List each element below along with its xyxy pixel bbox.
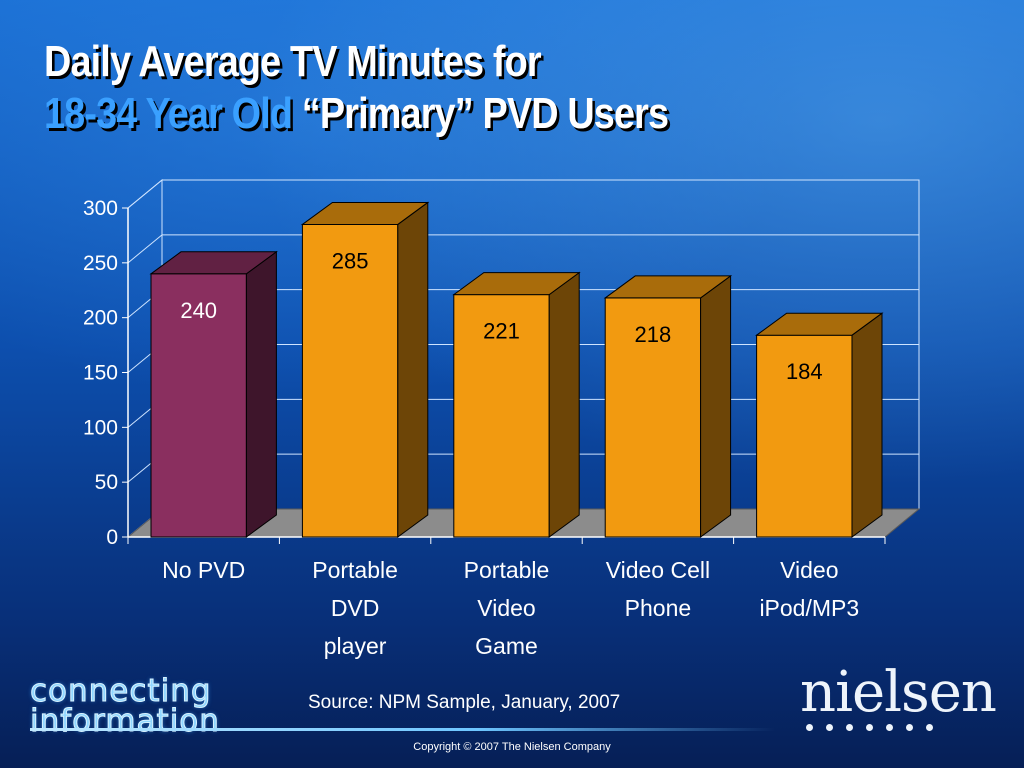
bar-side	[700, 274, 732, 538]
bar-value-label: 221	[483, 319, 520, 344]
y-tick-label: 150	[83, 362, 118, 385]
bar-top	[755, 312, 884, 336]
x-category-label: Portable	[464, 557, 550, 583]
bar	[453, 294, 550, 538]
y-tick-label: 50	[95, 471, 118, 494]
gridline-side	[127, 234, 163, 264]
chart-labels: 0 50 100 150 200 250 300 240 No PVD 285 Portable DV…	[83, 197, 859, 659]
gridline-side	[127, 179, 163, 209]
x-category-label: DVD	[331, 595, 380, 621]
bar-value-label: 240	[180, 298, 217, 323]
x-category-label: player	[324, 633, 387, 659]
nielsen-dots	[806, 724, 1000, 731]
bar-top	[452, 272, 581, 296]
y-tick-label: 300	[83, 197, 118, 220]
bar-value-label: 218	[635, 322, 672, 347]
bar-top	[149, 251, 278, 275]
x-category-label: Phone	[625, 595, 692, 621]
nielsen-logo: nielsen	[800, 664, 1000, 731]
bar	[756, 334, 853, 538]
chart-bars	[149, 201, 884, 538]
bar	[150, 273, 247, 538]
bar-value-label: 184	[786, 359, 823, 384]
footer-divider	[30, 728, 775, 731]
x-category-label: Video	[477, 595, 535, 621]
bar-side	[245, 250, 277, 538]
title-highlight: 18-34 Year Old	[44, 89, 293, 138]
bar-side	[851, 312, 883, 538]
title-line-2: “Primary” PVD Users	[292, 89, 669, 138]
bar-side	[548, 271, 580, 538]
x-category-label: Video Cell	[606, 557, 710, 583]
logo-line-1: connecting	[30, 673, 212, 709]
bar	[301, 223, 399, 538]
y-tick-label: 250	[83, 252, 118, 275]
bar-value-label: 285	[332, 248, 369, 273]
y-tick-label: 100	[83, 416, 118, 439]
logo-line-2: information	[30, 703, 220, 739]
y-tick-label: 0	[106, 526, 118, 549]
bar-top	[300, 201, 430, 225]
title-line-1: Daily Average TV Minutes for	[44, 37, 542, 86]
copyright-text: Copyright © 2007 The Nielsen Company	[413, 741, 611, 753]
y-tick-label: 200	[83, 307, 118, 330]
connecting-information-logo: connecting information	[30, 673, 220, 739]
x-category-label: iPod/MP3	[759, 595, 859, 621]
x-category-label: Video	[780, 557, 838, 583]
nielsen-wordmark: nielsen	[800, 660, 997, 725]
bar	[604, 297, 702, 538]
x-category-label: Game	[475, 633, 538, 659]
x-category-label: Portable	[312, 557, 398, 583]
bar-top	[603, 275, 733, 299]
source-note: Source: NPM Sample, January, 2007	[308, 692, 621, 713]
slide-title: Daily Average TV Minutes for 18-34 Year …	[44, 36, 669, 140]
x-category-label: No PVD	[162, 557, 245, 583]
bar-side	[397, 201, 429, 538]
